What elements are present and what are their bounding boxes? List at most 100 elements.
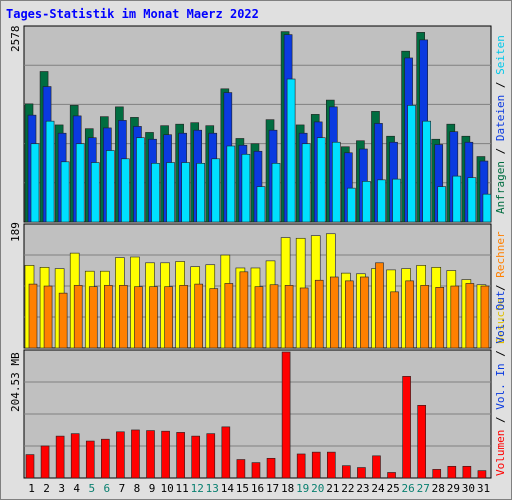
seiten-bar [377, 179, 386, 223]
seiten-bar [256, 186, 266, 223]
volumen-bar [387, 472, 396, 479]
volumen-bar [85, 440, 95, 479]
mid-y-max-label: 189 [9, 222, 22, 242]
rechner-bar [224, 283, 234, 349]
rechner-bar [360, 276, 369, 349]
seiten-bar [226, 145, 236, 223]
rechner-bar [254, 286, 264, 349]
day-label: 21 [326, 482, 339, 495]
day-label: 24 [371, 482, 385, 495]
rechner-bar [58, 292, 68, 349]
legend-sep-5: / [494, 350, 507, 357]
seiten-bar [151, 163, 160, 223]
legend-vol-out: Vol. Out [494, 291, 507, 344]
rechner-bar [149, 286, 158, 349]
volumen-bar [372, 455, 381, 479]
rechner-bar [239, 271, 249, 349]
rechner-bar [164, 286, 173, 349]
seiten-bar [241, 153, 251, 223]
volumen-bar [176, 432, 185, 479]
volumen-bar [326, 451, 336, 479]
rechner-bar [420, 285, 429, 349]
day-label: 19 [296, 482, 309, 495]
rechner-bar [299, 287, 309, 349]
volumen-bar [70, 433, 80, 479]
day-label: 17 [266, 482, 279, 495]
day-label: 26 [402, 482, 415, 495]
day-label: 15 [236, 482, 249, 495]
legend-sep-2: / [494, 82, 507, 89]
day-label: 13 [206, 482, 219, 495]
bottom-y-max-label: 204.53 MB [9, 352, 22, 412]
day-label: 20 [311, 482, 324, 495]
volumen-bar [432, 469, 442, 479]
rechner-bar [209, 288, 219, 349]
rechner-bar [179, 285, 188, 349]
rechner-bar [134, 286, 143, 349]
seiten-bar [45, 120, 55, 223]
day-label: 14 [221, 482, 235, 495]
legend-volumen: Volumen [494, 430, 507, 476]
day-label: 2 [43, 482, 50, 495]
seiten-bar [286, 78, 296, 223]
legend-vol-in: Vol. In [494, 363, 507, 409]
seiten-bar [30, 143, 40, 223]
seiten-bar [331, 141, 341, 223]
volumen-bar [55, 435, 65, 479]
seiten-bar [90, 162, 100, 223]
rechner-bar [43, 285, 53, 349]
volumen-bar [206, 433, 216, 479]
day-label: 30 [462, 482, 475, 495]
volumen-bar [447, 465, 457, 479]
volumen-bar [131, 429, 140, 479]
bar-marks [24, 31, 492, 479]
rechner-bar [284, 285, 294, 349]
day-label: 3 [58, 482, 65, 495]
rechner-bar [450, 285, 460, 349]
top-y-max-label: 2578 [9, 26, 22, 53]
legend-sep-1: / [494, 148, 507, 155]
day-label: 11 [176, 482, 189, 495]
rechner-bar [405, 280, 414, 349]
rechner-bar [435, 287, 445, 349]
day-label: 22 [341, 482, 354, 495]
rechner-bar [480, 285, 490, 349]
day-label: 25 [386, 482, 399, 495]
volumen-bar [191, 435, 201, 479]
rechner-bar [465, 283, 475, 349]
rechner-bar [345, 280, 354, 349]
seiten-bar [482, 193, 492, 223]
legend-dateien: Dateien [494, 95, 507, 141]
rechner-bar [104, 285, 113, 349]
legend-top: Anfragen / Dateien / Seiten [494, 35, 507, 214]
chart-title: Tages-Statistik im Monat Maerz 2022 [6, 7, 259, 21]
volumen-bar [40, 445, 50, 479]
seiten-bar [196, 163, 206, 223]
volumen-bar [402, 376, 411, 479]
rechner-bar [375, 262, 384, 349]
seiten-bar [136, 137, 145, 223]
volumen-bar [116, 431, 125, 479]
seiten-bar [121, 158, 130, 223]
seiten-bar [60, 161, 70, 223]
day-label: 1 [28, 482, 35, 495]
seiten-bar [166, 162, 175, 223]
day-label: 12 [191, 482, 204, 495]
seiten-bar [362, 181, 371, 223]
legend-sep-4: / [494, 416, 507, 423]
volumen-bar [161, 430, 170, 479]
volumen-bar [357, 467, 366, 479]
legend-seiten: Seiten [494, 35, 507, 75]
seiten-bar [316, 137, 326, 223]
rechner-bar [329, 276, 339, 349]
day-label: 28 [432, 482, 445, 495]
volumen-bar [101, 438, 110, 479]
seiten-bar [437, 186, 447, 223]
day-label: 18 [281, 482, 294, 495]
day-label: 9 [149, 482, 156, 495]
volumen-bar [266, 457, 276, 479]
legend-besuche: Besuche [494, 298, 507, 344]
day-label: 16 [251, 482, 264, 495]
day-label: 7 [119, 482, 126, 495]
